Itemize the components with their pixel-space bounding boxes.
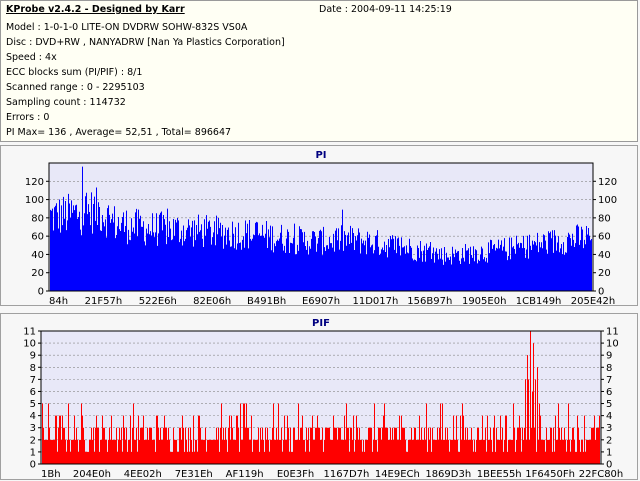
pi-chart-panel: PI 0 0 20 20 40 40 60 60 80 80 100 100 120 120 84h 21F57… [0, 145, 638, 307]
pif-ytick-label-right: 7 [606, 375, 612, 386]
pi-xtick-label: 82E06h [193, 296, 231, 307]
pif-ytick-label-left: 1 [30, 447, 36, 458]
disc-info: Disc : DVD+RW , NANYADRW [Nan Ya Plastic… [6, 37, 285, 48]
info-panel: KProbe v2.4.2 - Designed by Karr Date : … [0, 0, 638, 142]
pif-ytick-label-left: 0 [30, 460, 36, 471]
pif-xtick-label: 1BEE55h [477, 469, 522, 480]
pi-xtick-label: 11D017h [352, 296, 398, 307]
pi-summary: PI Max= 136 , Average= 52,51 , Total= 89… [6, 127, 232, 138]
errors-info: Errors : 0 [6, 112, 50, 123]
pi-xtick-label: 156B97h [407, 296, 452, 307]
pi-chart-title: PI [315, 150, 326, 161]
pif-ytick-label-right: 11 [606, 327, 619, 338]
pif-ytick-label-left: 5 [30, 399, 36, 410]
app-title: KProbe v2.4.2 - Designed by Karr [6, 4, 185, 15]
pi-xtick-label: 205E42h [571, 296, 615, 307]
pi-ytick-label-left: 20 [31, 268, 44, 279]
pif-ytick-label-right: 10 [606, 339, 619, 350]
pif-xtick-label: 204E0h [73, 469, 111, 480]
pif-xtick-label: AF119h [226, 469, 264, 480]
drive-model: Model : 1-0-1-0 LITE-ON DVDRW SOHW-832S … [6, 22, 248, 33]
scanned-range-info: Scanned range : 0 - 2295103 [6, 82, 145, 93]
pif-ytick-label-right: 9 [606, 351, 612, 362]
pi-plot-border [48, 162, 594, 292]
pif-ytick-label-right: 6 [606, 387, 612, 398]
pif-xtick-label: 22FC80h [579, 469, 624, 480]
scan-date: Date : 2004-09-11 14:25:19 [319, 4, 452, 15]
pi-ytick-label-left: 80 [31, 213, 44, 224]
pi-ytick-label-left: 0 [38, 287, 44, 298]
pi-ytick-label-left: 40 [31, 250, 44, 261]
pi-chart: PI 0 0 20 20 40 40 60 60 80 80 100 100 120 120 84h 21F57… [25, 150, 617, 307]
pif-ytick-label-right: 1 [606, 447, 612, 458]
pif-ytick-label-left: 9 [30, 351, 36, 362]
pif-ytick-label-right: 4 [606, 411, 612, 422]
pif-plot-border [40, 330, 602, 465]
pif-xtick-label: E0E3Fh [277, 469, 314, 480]
pi-ytick-label-right: 60 [598, 232, 611, 243]
pi-xtick-label: B491Bh [247, 296, 286, 307]
pi-xtick-label: 1905E0h [462, 296, 506, 307]
pif-xtick-label: 7E31Eh [175, 469, 213, 480]
pi-ytick-label-left: 60 [31, 232, 44, 243]
pif-bars [42, 331, 600, 464]
pif-ytick-label-left: 7 [30, 375, 36, 386]
pif-ytick-label-right: 3 [606, 423, 612, 434]
pi-ytick-label-right: 80 [598, 213, 611, 224]
sampling-count-info: Sampling count : 114732 [6, 97, 126, 108]
pif-xtick-label: 14E9ECh [375, 469, 420, 480]
pif-ytick-label-left: 11 [23, 327, 36, 338]
pi-bars [50, 166, 592, 291]
pif-ytick-label-left: 4 [30, 411, 36, 422]
pif-chart-panel: PIF 0 0 1 1 2 2 3 3 4 4 5 5 6 6 7 7 8 8 9 9 10 10 11 11 1Bh 204E0h… [0, 313, 638, 480]
pif-ytick-label-right: 0 [606, 460, 612, 471]
pif-ytick-label-left: 6 [30, 387, 36, 398]
pi-xtick-label: 21F57h [85, 296, 123, 307]
ecc-blocks-info: ECC blocks sum (PI/PIF) : 8/1 [6, 67, 143, 78]
pi-ytick-label-right: 0 [598, 287, 604, 298]
pif-ytick-label-left: 3 [30, 423, 36, 434]
speed-info: Speed : 4x [6, 52, 57, 63]
pi-xtick-label: 84h [49, 296, 68, 307]
pif-ytick-label-right: 8 [606, 363, 612, 374]
pi-ytick-label-left: 120 [25, 177, 44, 188]
pif-ytick-label-right: 2 [606, 435, 612, 446]
pi-ytick-label-left: 100 [25, 195, 44, 206]
pif-xtick-label: 1F6450Fh [525, 469, 575, 480]
pif-ytick-label-left: 10 [23, 339, 36, 350]
pi-ytick-label-right: 100 [598, 195, 617, 206]
pi-ytick-label-right: 40 [598, 250, 611, 261]
pi-xtick-label: E6907h [302, 296, 340, 307]
pi-xtick-label: 522E6h [139, 296, 177, 307]
pif-ytick-label-left: 2 [30, 435, 36, 446]
pif-xtick-label: 4EE02h [124, 469, 162, 480]
pi-ytick-label-right: 120 [598, 177, 617, 188]
pif-xtick-label: 1869D3h [425, 469, 471, 480]
pif-xtick-label: 1Bh [41, 469, 61, 480]
pif-xtick-label: 1167D7h [324, 469, 370, 480]
pif-ytick-label-left: 8 [30, 363, 36, 374]
pif-ytick-label-right: 5 [606, 399, 612, 410]
pi-xtick-label: 1CB149h [516, 296, 562, 307]
pi-ytick-label-right: 20 [598, 268, 611, 279]
pif-chart-title: PIF [312, 318, 330, 329]
